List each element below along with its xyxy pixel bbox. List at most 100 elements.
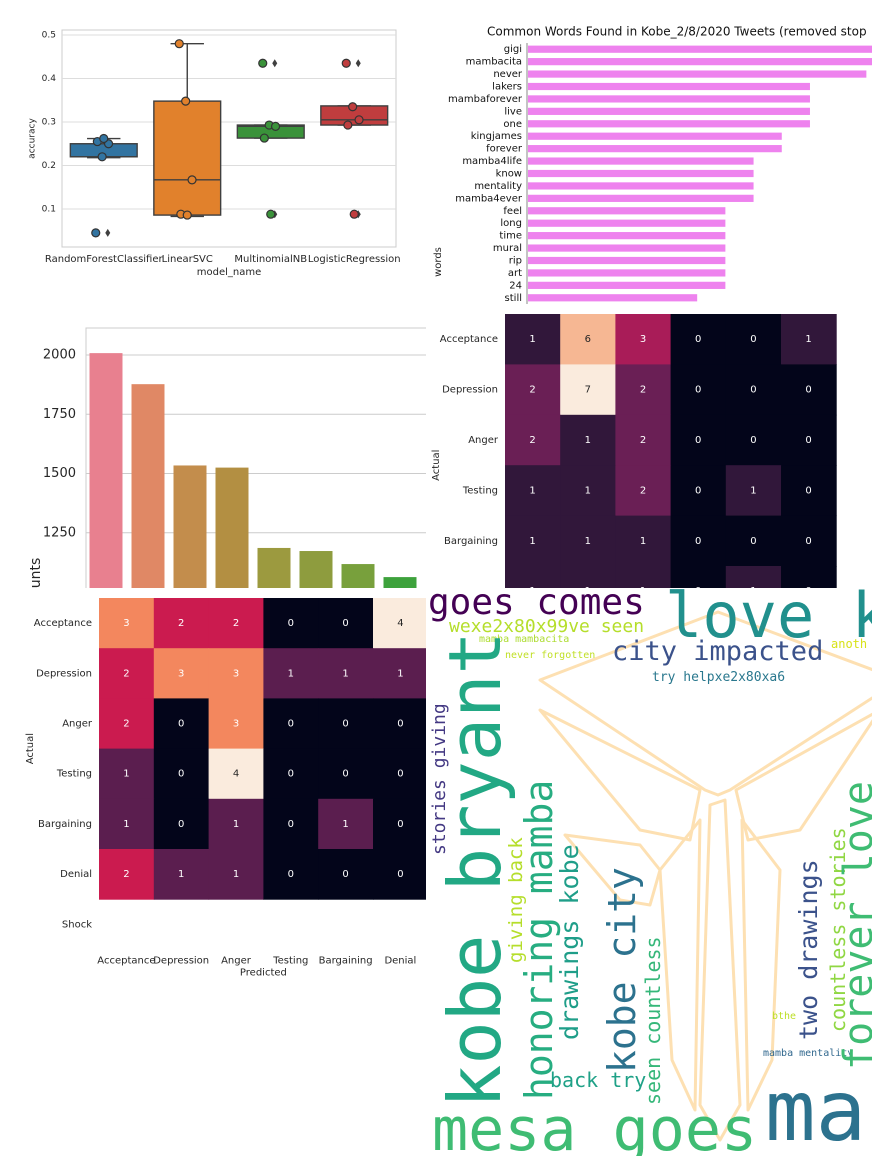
heat-cell [670, 566, 727, 588]
heat-cell [153, 698, 210, 750]
heat-cell [153, 748, 210, 800]
bar [528, 95, 810, 103]
cell-label: 1 [750, 586, 756, 597]
bar [341, 564, 375, 588]
heat-cell [615, 515, 672, 567]
cell-label: 0 [750, 334, 756, 345]
heat-cell [263, 648, 319, 699]
y-tick-label: mamba4ever [455, 193, 523, 204]
y-tick-label: Shock [62, 919, 92, 930]
y-tick-label: forever [486, 144, 523, 155]
cell-label: 0 [805, 485, 811, 496]
cell-label: 0 [695, 334, 701, 345]
cell-label: 1 [529, 536, 535, 547]
word-cloud-bg [426, 588, 872, 1156]
cell-label: 2 [529, 435, 535, 446]
heat-cell [153, 798, 210, 850]
bar [528, 207, 726, 215]
y-tick-label: 2000 [43, 348, 76, 363]
heat-cell [560, 515, 616, 567]
cell-label: 1 [342, 819, 348, 830]
x-tick-label: Bargaining [319, 955, 373, 966]
strip-point [266, 209, 276, 219]
y-tick-label: Acceptance [34, 618, 92, 629]
cell-label: 0 [288, 719, 294, 730]
heat-cell [208, 698, 264, 750]
heat-cell [505, 414, 561, 466]
cloud-word: try helpxe2x80xa6 [652, 670, 785, 685]
bar [528, 194, 754, 202]
heat-cell [725, 364, 782, 416]
heat-cell [560, 566, 616, 588]
bar [528, 58, 872, 66]
cell-label: 1 [123, 769, 129, 780]
cell-label: 4 [233, 769, 239, 780]
heat-cell [615, 566, 672, 588]
cell-label: 0 [288, 819, 294, 830]
cloud-word: giving back [505, 837, 527, 963]
strip-point [97, 152, 107, 162]
heat-cell [725, 566, 782, 588]
cell-label: 0 [178, 819, 184, 830]
x-axis-label: Predicted [240, 967, 287, 978]
heat-cell [153, 849, 210, 900]
heat-cell [670, 465, 727, 517]
cell-label: 0 [750, 536, 756, 547]
bar [528, 70, 867, 78]
y-tick-label: art [508, 268, 522, 279]
bar [257, 547, 291, 588]
cloud-word: never forgotten [505, 650, 595, 661]
y-tick-label: time [499, 231, 522, 242]
confusion-heatmap-1: 163001272000212000112010111000111010Acce… [431, 314, 837, 597]
cell-label: 1 [640, 586, 646, 597]
y-tick-label: Bargaining [444, 536, 498, 547]
cell-label: 1 [805, 334, 811, 345]
heat-cell [725, 515, 782, 567]
heat-cell [318, 598, 374, 649]
heat-cell [99, 698, 155, 750]
strip-point [270, 121, 281, 131]
y-axis-label: words [433, 247, 444, 277]
cell-label: 0 [750, 385, 756, 396]
cell-label: 1 [233, 819, 239, 830]
cloud-word: love k [665, 579, 872, 652]
heat-cell [263, 849, 319, 900]
heat-cell [318, 798, 374, 850]
cell-label: 1 [529, 334, 535, 345]
cell-label: 6 [585, 334, 591, 345]
outlier [355, 59, 361, 68]
cell-label: 3 [123, 618, 129, 629]
x-tick-label: Anger [221, 955, 252, 966]
bar [528, 182, 754, 190]
strip-point [258, 58, 268, 68]
cell-label: 3 [233, 719, 239, 730]
heat-cell [615, 414, 672, 466]
y-tick-label: gigi [504, 44, 522, 55]
cell-label: 1 [585, 435, 591, 446]
confusion-heatmap-2: 3 2 2 0 0 4 2 3 3 1 1 1 2 0 3 0 0 0 1 0 4 0 0 0 1 0 1 0 1 0 2 1 1 0 0 0 Acce… [25, 598, 429, 978]
strip-point [182, 210, 192, 220]
x-tick-label: Acceptance [97, 955, 155, 966]
heat-cell [560, 364, 616, 416]
y-axis-label: Actual [431, 450, 442, 481]
cloud-word: countless stories [826, 827, 850, 1032]
heat-cell [99, 798, 155, 850]
y-tick-label: 1250 [43, 525, 76, 540]
y-tick-label: Acceptance [440, 334, 498, 345]
y-axis-label: accuracy [28, 118, 38, 159]
y-tick-label: never [493, 69, 523, 80]
bar [528, 244, 726, 252]
heat-cell [670, 414, 727, 466]
strip-point [259, 133, 269, 143]
bar [528, 294, 698, 302]
strip-point [91, 228, 101, 238]
bar [528, 120, 810, 128]
y-tick-label: 0.2 [42, 161, 56, 171]
y-tick-label: Denial [60, 869, 92, 880]
heat-cell [505, 566, 561, 588]
bar [528, 82, 810, 91]
y-tick-label: mambacita [466, 57, 522, 68]
cell-label: 1 [397, 668, 403, 679]
cell-label: 0 [288, 869, 294, 880]
